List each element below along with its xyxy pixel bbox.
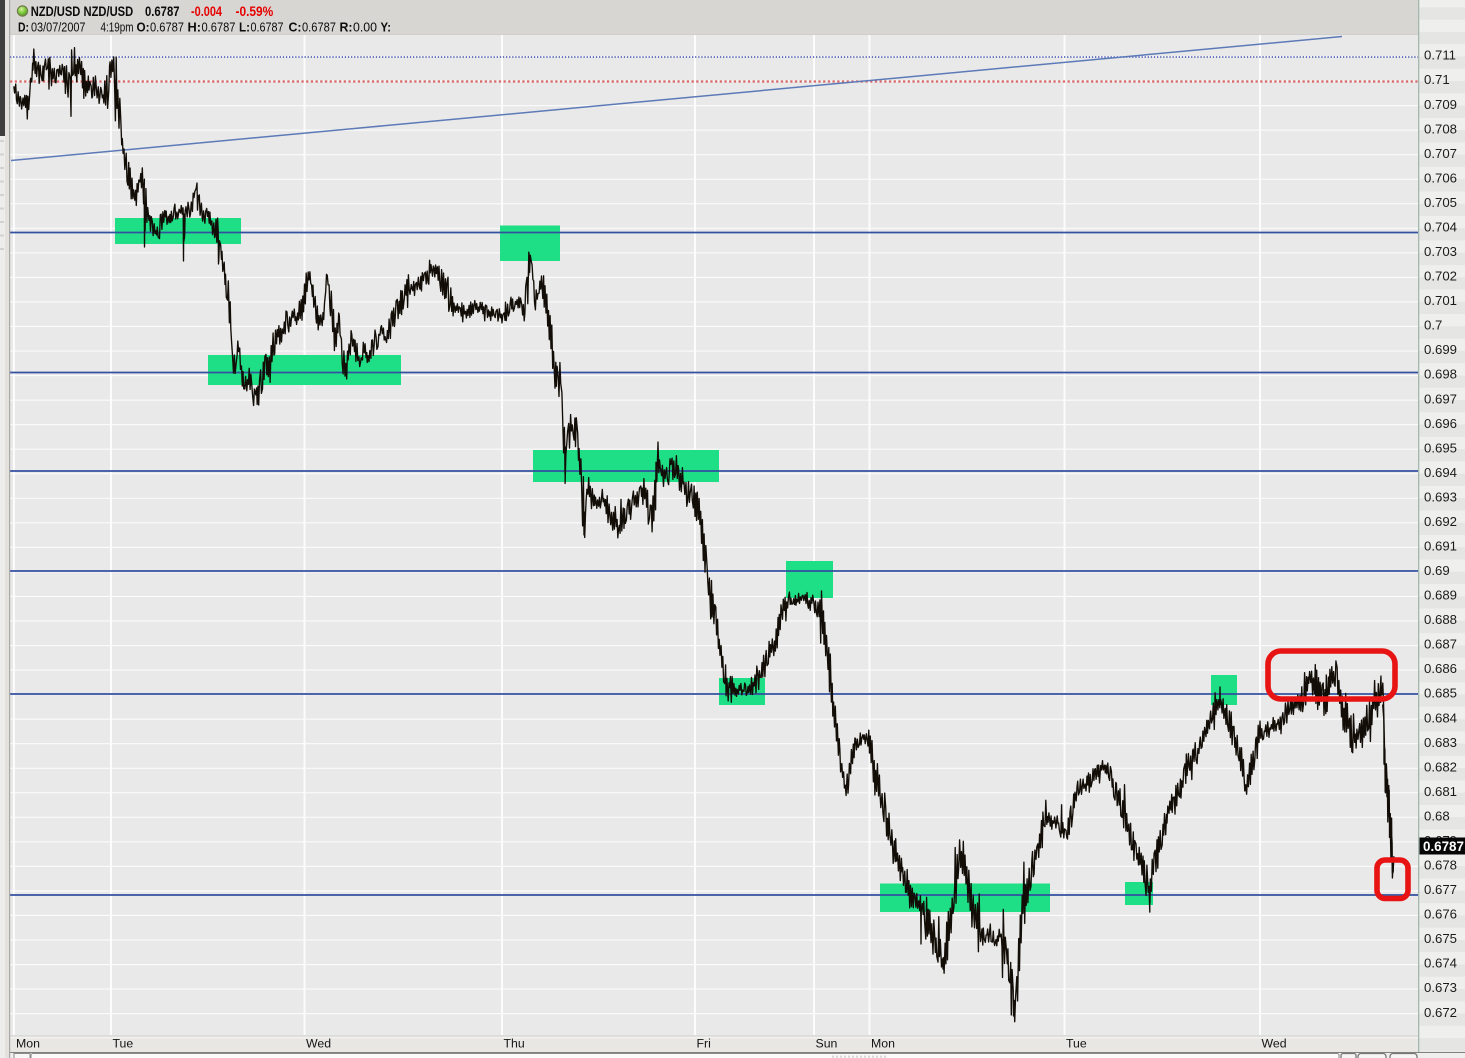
svg-text:H:: H:	[188, 20, 202, 35]
svg-text:0.694: 0.694	[1424, 465, 1457, 480]
svg-text:Tue: Tue	[1066, 1037, 1087, 1051]
svg-text:0.6787: 0.6787	[1423, 839, 1464, 854]
svg-text:0.687: 0.687	[1424, 637, 1457, 652]
svg-text:0.703: 0.703	[1424, 244, 1457, 259]
svg-text:0.705: 0.705	[1424, 195, 1457, 210]
svg-text:0.673: 0.673	[1424, 980, 1457, 995]
svg-text:0.684: 0.684	[1424, 710, 1457, 725]
svg-text:0.68: 0.68	[1424, 808, 1450, 823]
svg-text:0.707: 0.707	[1424, 146, 1457, 161]
svg-text:0.681: 0.681	[1424, 784, 1457, 799]
svg-text:Sun: Sun	[816, 1037, 838, 1051]
svg-text:Tue: Tue	[113, 1037, 134, 1051]
svg-text:0.709: 0.709	[1424, 97, 1457, 112]
svg-text:0.672: 0.672	[1424, 1005, 1457, 1020]
svg-text:L:: L:	[239, 20, 250, 35]
svg-text:0.674: 0.674	[1424, 956, 1457, 971]
svg-text:Mon: Mon	[16, 1037, 40, 1051]
svg-text:-0.004: -0.004	[191, 4, 222, 19]
svg-text:0.677: 0.677	[1424, 882, 1457, 897]
svg-text:0.691: 0.691	[1424, 539, 1457, 554]
svg-text:0.699: 0.699	[1424, 342, 1457, 357]
svg-text:4:19pm: 4:19pm	[101, 20, 134, 35]
svg-text:0.698: 0.698	[1424, 367, 1457, 382]
svg-text:0.695: 0.695	[1424, 440, 1457, 455]
svg-text:0.701: 0.701	[1424, 293, 1457, 308]
svg-text:0.683: 0.683	[1424, 735, 1457, 750]
svg-text:Thu: Thu	[504, 1037, 525, 1051]
svg-text:0.692: 0.692	[1424, 514, 1457, 529]
svg-text:0.6787: 0.6787	[251, 20, 284, 35]
svg-text:0.682: 0.682	[1424, 759, 1457, 774]
svg-text:0.711: 0.711	[1424, 48, 1456, 63]
svg-text:0.675: 0.675	[1424, 931, 1457, 946]
svg-text:0.71: 0.71	[1424, 72, 1450, 87]
svg-text:0.689: 0.689	[1424, 588, 1457, 603]
svg-text:0.686: 0.686	[1424, 661, 1457, 676]
svg-text:0.00: 0.00	[353, 20, 377, 35]
svg-text:0.708: 0.708	[1424, 121, 1457, 136]
svg-text:0.676: 0.676	[1424, 907, 1457, 922]
svg-text:0.6787: 0.6787	[202, 20, 236, 35]
svg-text:0.706: 0.706	[1424, 170, 1457, 185]
svg-text:0.6787: 0.6787	[302, 20, 336, 35]
svg-text:0.693: 0.693	[1424, 489, 1457, 504]
svg-text:0.69: 0.69	[1424, 563, 1450, 578]
svg-text:0.696: 0.696	[1424, 416, 1457, 431]
svg-text:0.6787: 0.6787	[150, 20, 184, 35]
svg-text:Fri: Fri	[697, 1037, 711, 1051]
svg-text:0.697: 0.697	[1424, 391, 1457, 406]
svg-text:R:: R:	[340, 20, 353, 35]
svg-text:-0.59%: -0.59%	[236, 4, 274, 19]
svg-text:NZD/USD NZD/USD: NZD/USD NZD/USD	[31, 4, 134, 19]
svg-text:0.678: 0.678	[1424, 858, 1457, 873]
svg-text:Y:: Y:	[381, 20, 392, 35]
svg-text:Mon: Mon	[871, 1037, 895, 1051]
svg-text:0.685: 0.685	[1424, 686, 1457, 701]
svg-text:0.688: 0.688	[1424, 612, 1457, 627]
svg-text:0.702: 0.702	[1424, 269, 1457, 284]
svg-text:O:: O:	[137, 20, 150, 35]
svg-text:0.6787: 0.6787	[145, 4, 180, 19]
svg-text:D:: D:	[18, 20, 29, 35]
svg-text:Wed: Wed	[306, 1037, 331, 1051]
svg-text:0.704: 0.704	[1424, 220, 1457, 235]
svg-text:03/07/2007: 03/07/2007	[31, 20, 86, 35]
svg-text:C:: C:	[289, 20, 302, 35]
svg-text:Wed: Wed	[1262, 1037, 1287, 1051]
svg-text:0.7: 0.7	[1424, 318, 1442, 333]
